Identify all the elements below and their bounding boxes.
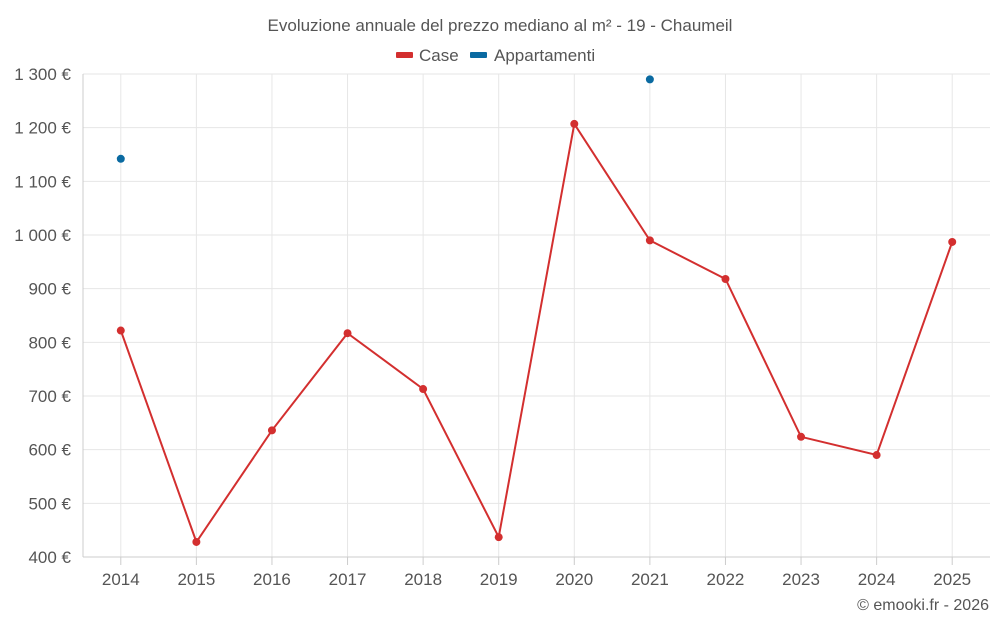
x-tick-label: 2018 (404, 570, 442, 589)
x-tick-label: 2019 (480, 570, 518, 589)
x-tick-label: 2020 (555, 570, 593, 589)
legend-swatch-case (396, 52, 413, 58)
chart-legend: Case Appartamenti (396, 46, 595, 65)
chart-title: Evoluzione annuale del prezzo mediano al… (268, 16, 733, 35)
data-point-case[interactable] (494, 533, 503, 542)
series (116, 75, 957, 546)
x-tick-label: 2021 (631, 570, 669, 589)
y-tick-label: 1 100 € (14, 172, 71, 191)
axes (82, 74, 990, 565)
y-axis-labels: 400 € 500 € 600 € 700 € 800 € 900 € 1 000 € 1 1… (14, 65, 71, 567)
y-tick-label: 1 200 € (14, 119, 71, 138)
x-tick-label: 2025 (933, 570, 971, 589)
data-point-case[interactable] (645, 236, 654, 245)
x-tick-label: 2016 (253, 570, 291, 589)
data-point-case[interactable] (570, 119, 579, 128)
series-appartamenti (116, 75, 654, 163)
data-point-case[interactable] (192, 537, 201, 546)
x-axis-labels: 2014 2015 2016 2017 2018 2019 2020 2021 2022 2023… (102, 570, 971, 589)
legend-item-case[interactable]: Case (396, 46, 459, 65)
x-tick-label: 2017 (329, 570, 367, 589)
y-tick-label: 600 € (28, 441, 71, 460)
y-tick-label: 900 € (28, 280, 71, 299)
x-tick-label: 2024 (858, 570, 896, 589)
grid-lines (83, 73, 990, 557)
data-point-case[interactable] (872, 451, 881, 460)
x-tick-label: 2022 (707, 570, 745, 589)
data-point-case[interactable] (948, 237, 957, 246)
y-tick-label: 400 € (28, 548, 71, 567)
data-point-appartamenti[interactable] (116, 154, 125, 163)
data-point-case[interactable] (116, 326, 125, 335)
x-tick-label: 2023 (782, 570, 820, 589)
data-point-case[interactable] (419, 385, 428, 394)
y-tick-label: 1 000 € (14, 226, 71, 245)
x-tick-label: 2015 (177, 570, 215, 589)
data-point-case[interactable] (721, 275, 730, 284)
data-point-case[interactable] (797, 432, 806, 441)
chart-credit: © emooki.fr - 2026 (857, 597, 989, 614)
y-tick-label: 800 € (28, 333, 71, 352)
legend-label-appartamenti: Appartamenti (494, 46, 595, 65)
data-point-case[interactable] (343, 329, 352, 338)
data-point-case[interactable] (267, 426, 276, 435)
legend-label-case: Case (419, 46, 459, 65)
data-point-appartamenti[interactable] (645, 75, 654, 84)
legend-swatch-appartamenti (470, 52, 487, 58)
y-tick-label: 500 € (28, 494, 71, 513)
legend-item-appartamenti[interactable]: Appartamenti (470, 46, 595, 65)
series-case (116, 119, 957, 546)
x-tick-label: 2014 (102, 570, 140, 589)
y-tick-label: 1 300 € (14, 65, 71, 84)
series-line-case (119, 121, 954, 545)
y-tick-label: 700 € (28, 387, 71, 406)
